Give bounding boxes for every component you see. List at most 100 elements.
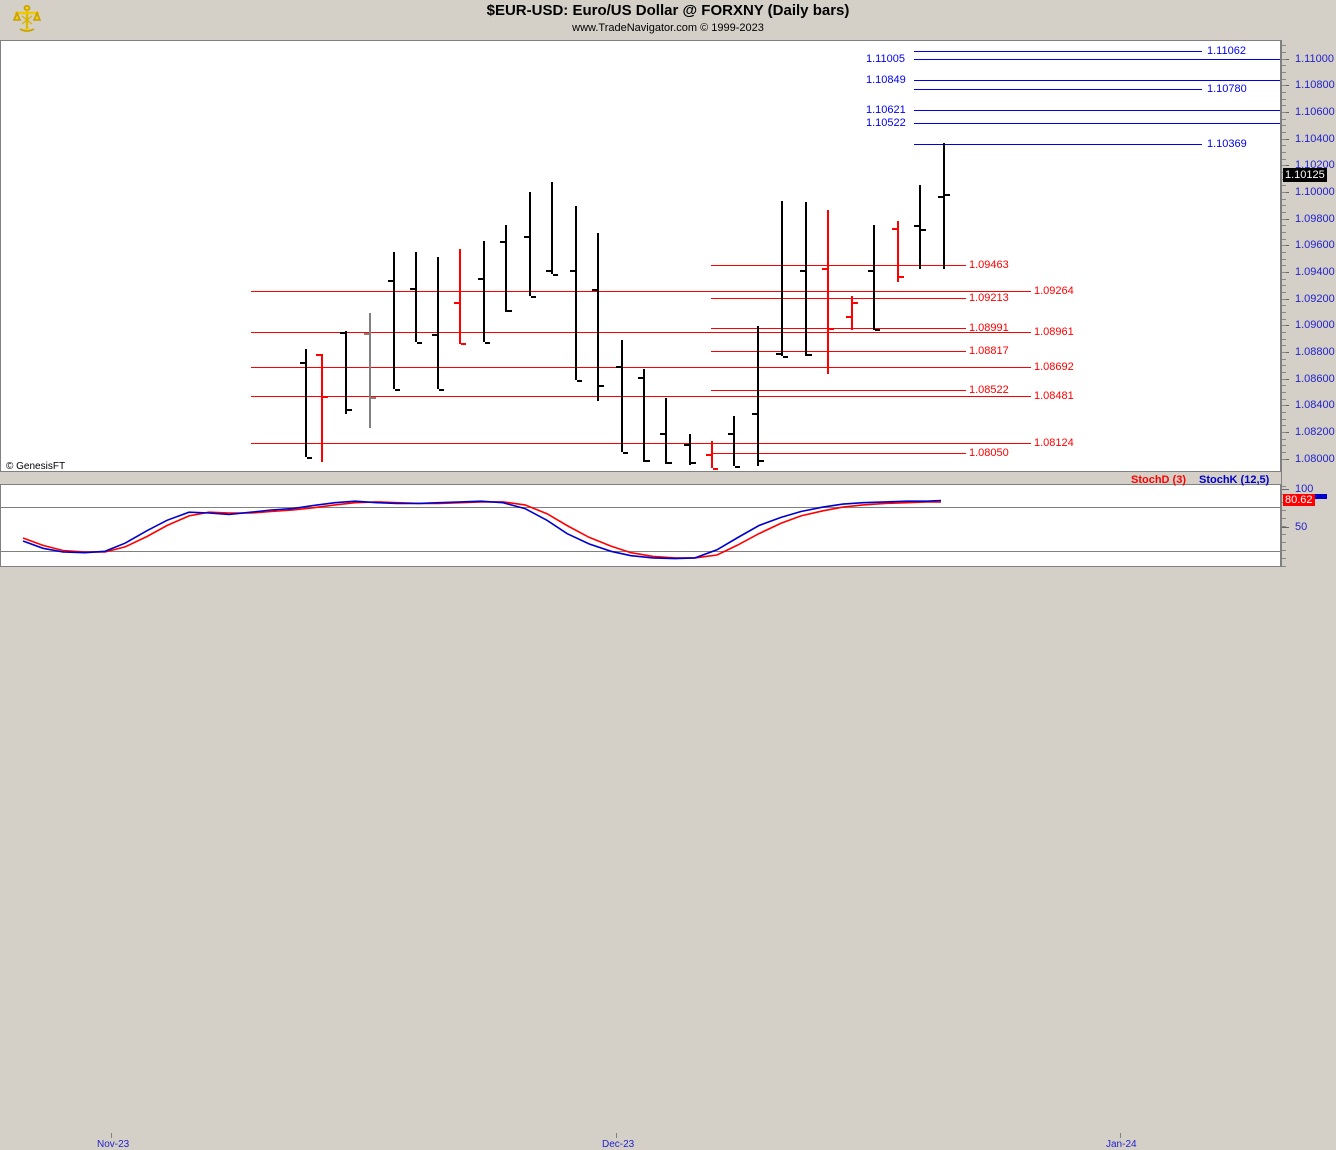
support-line-label: 1.08481: [1034, 389, 1074, 402]
price-axis-minor-tick: [1282, 45, 1286, 47]
ohlc-open-tick: [454, 302, 459, 305]
ohlc-close-tick: [899, 275, 904, 278]
resistance-line: [914, 59, 1280, 60]
ohlc-bar: [369, 313, 371, 428]
price-axis-tick-label: 1.11000: [1295, 52, 1334, 65]
ohlc-close-tick: [599, 385, 604, 387]
price-axis-minor-tick: [1282, 412, 1286, 413]
price-axis-minor-tick: [1282, 232, 1286, 233]
price-axis-tick-label: 1.10800: [1295, 79, 1335, 92]
support-line-label: 1.08961: [1034, 325, 1074, 338]
date-axis-label: Jan-24: [1106, 1139, 1137, 1150]
price-axis-minor-tick: [1282, 418, 1286, 420]
resistance-line-label: 1.11062: [1207, 45, 1246, 58]
support-line-label: 1.09264: [1034, 285, 1074, 298]
ohlc-bar: [345, 331, 347, 415]
price-axis-minor-tick: [1282, 138, 1286, 140]
ohlc-open-tick: [914, 225, 919, 227]
resistance-line-label: 1.10621: [866, 104, 906, 117]
support-line-label: 1.09463: [969, 258, 1009, 271]
date-axis: Nov-23 Dec-23 Jan-24: [0, 567, 1336, 1150]
price-axis-tick-label: 1.08800: [1295, 346, 1335, 358]
resistance-line-label: 1.10780: [1207, 83, 1247, 95]
ohlc-bar: [781, 201, 783, 356]
price-axis-minor-tick: [1282, 292, 1286, 293]
price-axis-tick-label: 1.10600: [1295, 106, 1335, 118]
price-axis-minor-tick: [1282, 185, 1286, 187]
ohlc-bar: [305, 349, 307, 457]
ohlc-open-tick: [752, 413, 757, 415]
chart-subtitle: www.TradeNavigator.com © 1999-2023: [572, 22, 764, 34]
price-chart-panel[interactable]: 1.11062 1.11005 1.10849 1.10780 1.10621 1.105…: [0, 40, 1281, 472]
support-line: [711, 390, 966, 392]
price-axis-minor-tick: [1282, 425, 1286, 427]
price-axis-minor-tick: [1282, 265, 1286, 267]
stoch-current-value-badge: 80.62: [1283, 494, 1315, 506]
support-line-label: 1.08817: [969, 344, 1009, 357]
ohlc-open-tick: [432, 334, 437, 337]
ohlc-close-tick: [507, 310, 512, 313]
price-axis-tick-label: 1.10400: [1295, 132, 1335, 145]
ohlc-bar: [643, 369, 645, 463]
ohlc-bar: [551, 182, 553, 275]
price-axis-minor-tick: [1282, 398, 1286, 400]
support-line: [251, 331, 1031, 333]
price-axis-minor-tick: [1282, 285, 1286, 287]
ohlc-close-tick: [783, 355, 788, 358]
ohlc-close-tick: [417, 341, 422, 344]
support-line-label: 1.08050: [969, 447, 1009, 459]
price-axis-tick-label: 1.09800: [1295, 212, 1335, 225]
price-axis[interactable]: 1.11000 1.10800 1.10600 1.10400 1.10200 1.100…: [1281, 40, 1336, 567]
price-axis-minor-tick: [1282, 252, 1286, 253]
price-axis-minor-tick: [1282, 392, 1286, 393]
price-axis-minor-tick: [1282, 58, 1286, 60]
ohlc-open-tick: [660, 433, 665, 435]
support-line: [251, 367, 1031, 369]
price-axis-minor-tick: [1282, 445, 1286, 447]
stochastic-panel[interactable]: [0, 484, 1281, 567]
ohlc-close-tick: [347, 409, 352, 411]
ohlc-open-tick: [300, 361, 305, 364]
support-line: [711, 264, 966, 266]
support-line: [711, 327, 966, 329]
ohlc-close-tick: [461, 343, 466, 345]
ohlc-open-tick: [340, 331, 345, 334]
stoch-axis-minor-tick: [1282, 542, 1286, 543]
price-axis-minor-tick: [1282, 225, 1286, 227]
ohlc-open-tick: [592, 289, 597, 291]
price-axis-minor-tick: [1282, 132, 1286, 133]
ohlc-close-tick: [485, 342, 490, 345]
ohlc-open-tick: [524, 235, 529, 238]
ohlc-close-tick: [531, 295, 536, 298]
price-axis-minor-tick: [1282, 218, 1286, 220]
price-axis-minor-tick: [1282, 245, 1286, 247]
ohlc-bar: [805, 202, 807, 356]
ohlc-bar: [505, 225, 507, 312]
ohlc-close-tick: [439, 389, 444, 391]
ohlc-open-tick: [938, 195, 943, 198]
resistance-line-label: 1.10849: [866, 73, 906, 86]
ohlc-close-tick: [921, 229, 926, 231]
ohlc-close-tick: [853, 302, 858, 305]
ohlc-bar: [873, 225, 875, 331]
ohlc-open-tick: [364, 333, 369, 335]
date-axis-label: Dec-23: [602, 1139, 635, 1150]
support-line: [251, 443, 1031, 445]
date-axis-label: Nov-23: [97, 1139, 130, 1150]
ohlc-bar: [621, 339, 623, 452]
stoch-axis-tick: [1282, 489, 1289, 491]
ohlc-bar: [733, 415, 735, 467]
stoch-axis-minor-tick: [1282, 510, 1286, 511]
ohlc-open-tick: [410, 287, 415, 290]
price-axis-minor-tick: [1282, 458, 1286, 460]
price-axis-minor-tick: [1282, 352, 1286, 353]
ohlc-close-tick: [735, 466, 740, 469]
resistance-line: [914, 143, 1202, 145]
ohlc-close-tick: [875, 329, 880, 331]
ohlc-open-tick: [868, 270, 873, 273]
price-axis-minor-tick: [1282, 432, 1286, 433]
resistance-line: [914, 51, 1202, 53]
ohlc-open-tick: [316, 354, 321, 357]
ohlc-bar: [529, 191, 531, 296]
price-axis-minor-tick: [1282, 192, 1286, 193]
